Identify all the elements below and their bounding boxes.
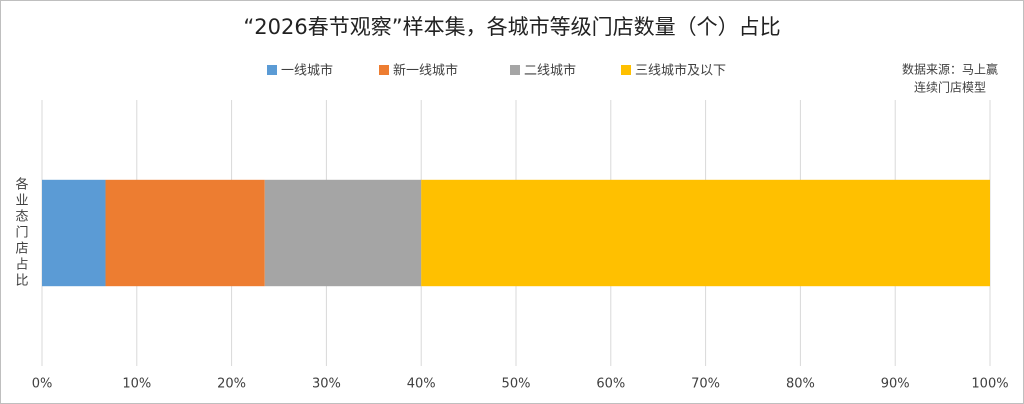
x-tick-label: 60% (596, 377, 625, 392)
legend-label: 二线城市 (524, 63, 576, 79)
x-tick-label: 50% (502, 377, 531, 392)
x-tick-label: 10% (122, 377, 151, 392)
x-tick-label: 80% (786, 377, 815, 392)
x-tick-label: 90% (881, 377, 910, 392)
legend-swatch (267, 65, 277, 75)
chart-title: “2026春节观察”样本集，各城市等级门店数量（个）占比 (243, 15, 780, 39)
x-tick-label: 70% (691, 377, 720, 392)
legend-swatch (510, 65, 520, 75)
legend-swatch (379, 65, 389, 75)
bar-segment (42, 179, 106, 287)
legend-label: 一线城市 (281, 63, 333, 79)
source-note: 数据来源：马上赢 (902, 62, 998, 77)
bar-segment (105, 179, 265, 287)
x-tick-label: 20% (217, 377, 246, 392)
x-tick-label: 100% (971, 377, 1008, 392)
x-tick-label: 40% (407, 377, 436, 392)
x-tick-label: 0% (32, 377, 53, 392)
source-note: 连续门店模型 (914, 80, 986, 95)
bar-segment (421, 179, 990, 287)
legend-label: 三线城市及以下 (635, 63, 726, 79)
legend-swatch (621, 65, 631, 75)
x-tick-label: 30% (312, 377, 341, 392)
legend-label: 新一线城市 (393, 63, 458, 79)
bar-segment (264, 179, 422, 287)
y-tick-label: 各业态门店占比 (13, 176, 29, 289)
